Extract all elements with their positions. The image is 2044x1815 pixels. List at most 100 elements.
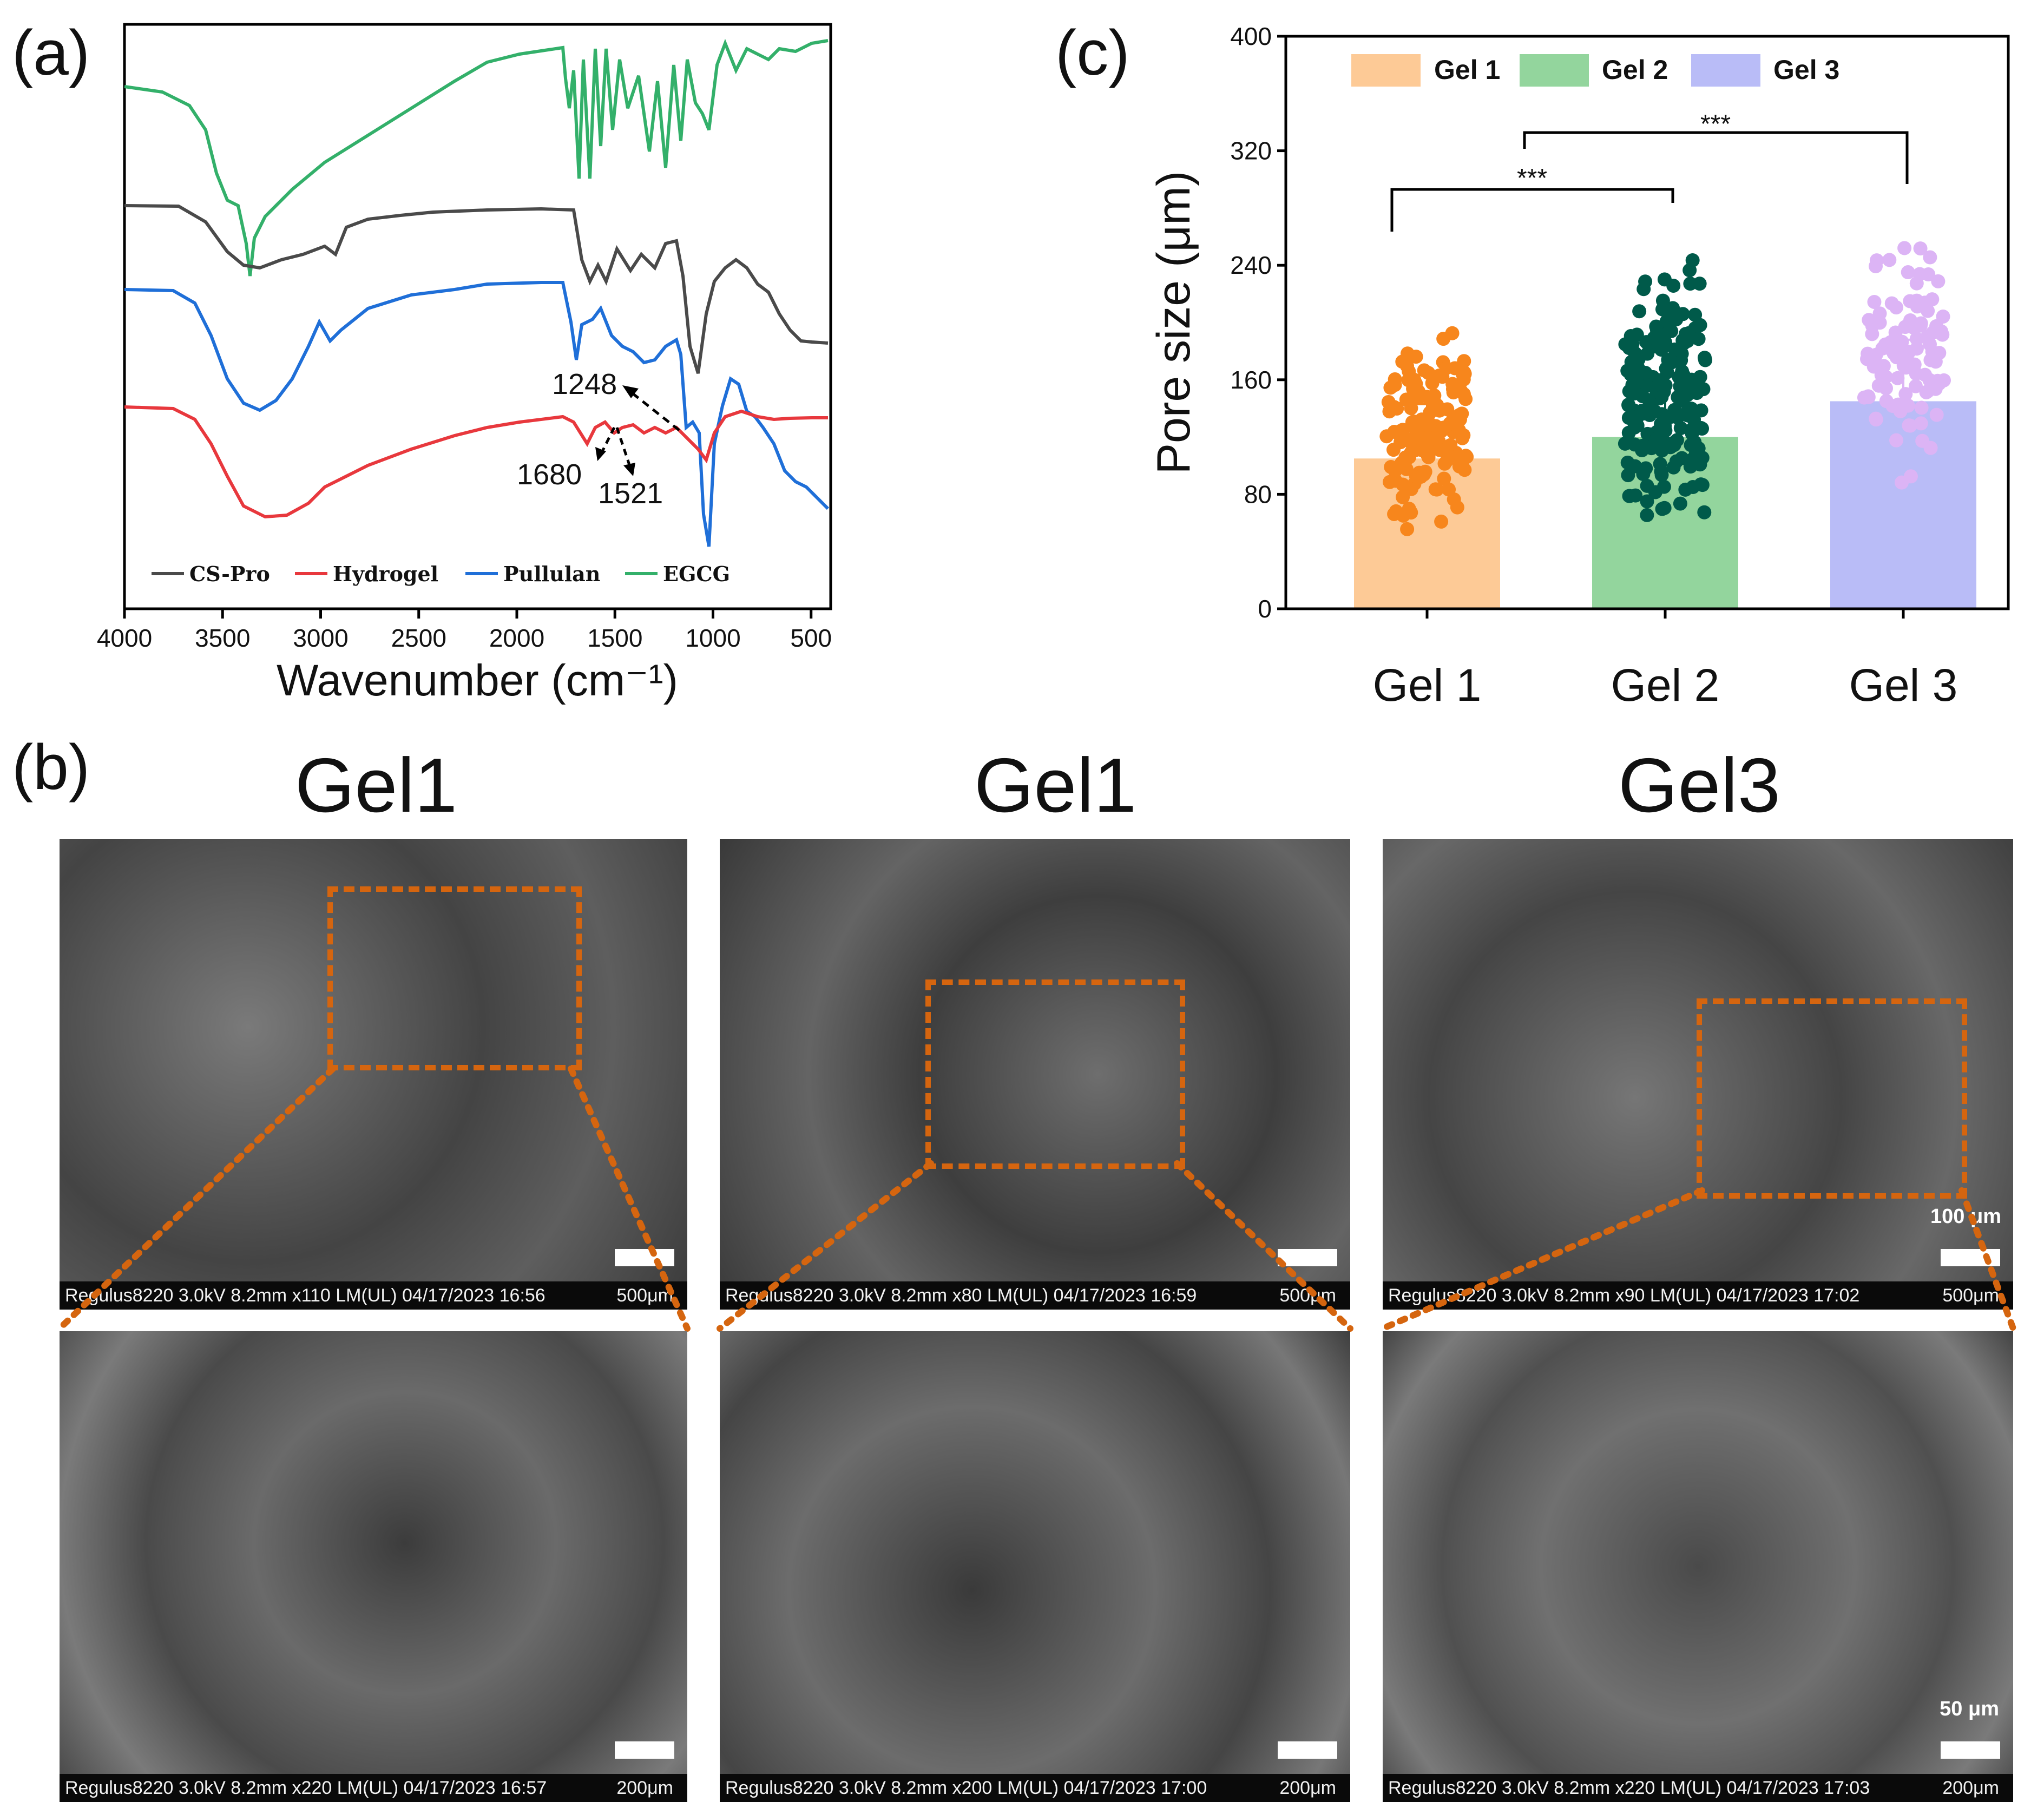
- panel-label-a: (a): [12, 17, 90, 89]
- sem-info-bar: Regulus8220 3.0kV 8.2mm x90 LM(UL) 04/17…: [1383, 1281, 2013, 1310]
- data-point: [1869, 412, 1883, 427]
- data-point: [1874, 368, 1889, 383]
- data-point: [1925, 292, 1940, 307]
- sem-title-1: Gel1: [295, 742, 457, 828]
- data-point: [1901, 265, 1915, 280]
- data-point: [1621, 397, 1636, 412]
- legend-label-gel3: Gel 3: [1773, 55, 1839, 85]
- legend-label-cs-pro: CS-Pro: [189, 562, 270, 586]
- data-point: [1652, 391, 1667, 406]
- data-point: [1673, 421, 1688, 436]
- ftir-arrow-1248: [627, 389, 680, 431]
- scale-note: 50 μm: [1940, 1698, 1999, 1720]
- data-point: [1440, 453, 1454, 468]
- pore-y-tick-label: 400: [1230, 22, 1272, 50]
- legend-swatch-gel3: [1691, 54, 1760, 87]
- panel-label-b: (b): [12, 732, 90, 803]
- data-point: [1640, 508, 1654, 522]
- ftir-legend: CS-Pro Hydrogel Pullulan EGCG: [152, 562, 730, 586]
- sem-info-text: Regulus8220 3.0kV 8.2mm x220 LM(UL) 04/1…: [1388, 1778, 1870, 1798]
- data-point: [1419, 390, 1434, 404]
- ftir-x-tick-label: 4000: [97, 624, 152, 652]
- data-point: [1634, 404, 1649, 418]
- legend-label-hydrogel: Hydrogel: [333, 562, 438, 586]
- data-point: [1682, 263, 1697, 278]
- sem-info-text: Regulus8220 3.0kV 8.2mm x200 LM(UL) 04/1…: [725, 1778, 1207, 1798]
- data-point: [1857, 390, 1871, 405]
- legend-label-egcg: EGCG: [663, 562, 730, 586]
- scale-bar: [615, 1249, 674, 1266]
- sem-image-gel3-low-mag: 100 μm Regulus8220 3.0kV 8.2mm x90 LM(UL…: [1383, 839, 2013, 1310]
- data-point: [1683, 277, 1698, 291]
- zoom-region-box: [1697, 998, 1967, 1199]
- ftir-curve-pullulan: [124, 281, 830, 547]
- data-point: [1872, 306, 1887, 321]
- data-point: [1401, 373, 1416, 387]
- zoom-region-box: [327, 886, 582, 1070]
- data-point: [1663, 440, 1678, 455]
- data-point: [1697, 505, 1712, 519]
- ftir-arrowhead-1521: [623, 463, 635, 476]
- sem-info-bar: Regulus8220 3.0kV 8.2mm x220 LM(UL) 04/1…: [60, 1774, 687, 1802]
- sem-info-bar: Regulus8220 3.0kV 8.2mm x220 LM(UL) 04/1…: [1383, 1774, 2013, 1802]
- data-point: [1654, 468, 1669, 482]
- data-point: [1442, 482, 1456, 497]
- sem-title-3: Gel3: [1618, 742, 1780, 828]
- ftir-x-tick-label: 3500: [195, 624, 250, 652]
- sem-title-2: Gel1: [974, 742, 1136, 828]
- pore-x-tick-label: Gel 2: [1611, 660, 1720, 711]
- data-point: [1869, 253, 1884, 268]
- data-point: [1434, 514, 1449, 529]
- data-point: [1902, 357, 1917, 371]
- ftir-arrowhead-1248: [622, 385, 639, 398]
- data-point: [1384, 459, 1398, 474]
- sem-scale-text: 500μm: [1279, 1285, 1336, 1306]
- ftir-x-tick-label: 500: [790, 624, 832, 652]
- data-point: [1457, 354, 1471, 369]
- data-point: [1446, 412, 1461, 426]
- ftir-annotation-1680: 1680: [517, 458, 582, 491]
- significance-bracket-2: ***: [1523, 110, 1909, 184]
- data-point: [1889, 300, 1903, 315]
- data-point: [1667, 403, 1682, 417]
- zoom-region-box: [925, 979, 1185, 1169]
- data-point: [1387, 400, 1402, 415]
- data-point: [1895, 475, 1909, 490]
- data-point: [1458, 449, 1473, 463]
- data-point: [1436, 332, 1451, 346]
- data-point: [1673, 390, 1687, 405]
- sem-scale-text: 200μm: [1942, 1778, 1999, 1798]
- data-point: [1653, 457, 1667, 471]
- ftir-annotation-1521: 1521: [598, 477, 663, 510]
- scale-bar: [1278, 1249, 1337, 1266]
- data-point: [1914, 416, 1928, 431]
- ftir-x-tick-label: 3000: [293, 624, 348, 652]
- data-point: [1669, 312, 1684, 327]
- legend-label-gel1: Gel 1: [1434, 55, 1500, 85]
- data-point: [1400, 359, 1415, 373]
- pore-y-tick-label: 0: [1258, 595, 1272, 623]
- ftir-curve-hydrogel: [124, 405, 828, 519]
- data-point: [1632, 366, 1646, 380]
- sem-image-gel1-high-mag: Regulus8220 3.0kV 8.2mm x220 LM(UL) 04/1…: [60, 1331, 687, 1802]
- sem-info-text: Regulus8220 3.0kV 8.2mm x80 LM(UL) 04/17…: [725, 1285, 1197, 1306]
- data-point: [1867, 294, 1882, 309]
- pore-x-tick-label: Gel 3: [1849, 660, 1958, 711]
- ftir-chart: 1248 1680 1521 CS-Pro Hydrogel Pullulan …: [97, 23, 832, 705]
- ftir-x-label: Wavenumber (cm⁻¹): [277, 656, 678, 705]
- sem-info-text: Regulus8220 3.0kV 8.2mm x110 LM(UL) 04/1…: [65, 1285, 545, 1306]
- data-point: [1383, 380, 1398, 395]
- sem-scale-text: 500μm: [1942, 1285, 1999, 1306]
- ftir-x-tick-label: 1000: [685, 624, 740, 652]
- data-point: [1664, 324, 1679, 338]
- pore-y-axis: 0 80 160 240 320 400: [1230, 22, 1286, 623]
- data-point: [1897, 241, 1912, 255]
- ftir-x-tick-label: 2500: [391, 624, 446, 652]
- ftir-annotation-1248: 1248: [552, 368, 617, 400]
- data-point: [1622, 341, 1636, 356]
- data-point: [1902, 418, 1916, 433]
- legend-swatch-gel2: [1520, 54, 1589, 87]
- data-point: [1638, 274, 1653, 289]
- sem-scale-text: 500μm: [616, 1285, 673, 1306]
- data-point: [1928, 354, 1943, 369]
